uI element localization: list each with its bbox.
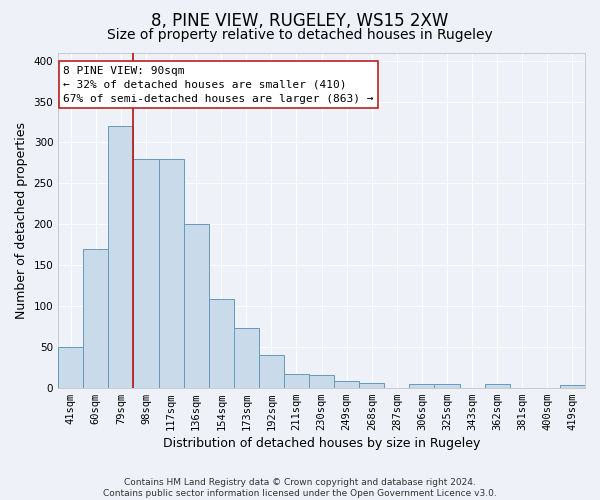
Bar — [133, 159, 158, 388]
Bar — [334, 381, 359, 388]
X-axis label: Distribution of detached houses by size in Rugeley: Distribution of detached houses by size … — [163, 437, 480, 450]
Bar — [158, 159, 184, 388]
Text: 8 PINE VIEW: 90sqm
← 32% of detached houses are smaller (410)
67% of semi-detach: 8 PINE VIEW: 90sqm ← 32% of detached hou… — [64, 66, 374, 104]
Bar — [560, 385, 585, 388]
Text: Size of property relative to detached houses in Rugeley: Size of property relative to detached ho… — [107, 28, 493, 42]
Text: Contains HM Land Registry data © Crown copyright and database right 2024.
Contai: Contains HM Land Registry data © Crown c… — [103, 478, 497, 498]
Bar — [434, 384, 460, 388]
Bar — [234, 328, 259, 388]
Bar — [485, 384, 510, 388]
Bar — [209, 300, 234, 388]
Y-axis label: Number of detached properties: Number of detached properties — [15, 122, 28, 318]
Bar — [409, 384, 434, 388]
Text: 8, PINE VIEW, RUGELEY, WS15 2XW: 8, PINE VIEW, RUGELEY, WS15 2XW — [151, 12, 449, 30]
Bar — [83, 248, 109, 388]
Bar — [259, 355, 284, 388]
Bar — [58, 347, 83, 388]
Bar — [309, 374, 334, 388]
Bar — [359, 383, 385, 388]
Bar — [109, 126, 133, 388]
Bar — [284, 374, 309, 388]
Bar — [184, 224, 209, 388]
